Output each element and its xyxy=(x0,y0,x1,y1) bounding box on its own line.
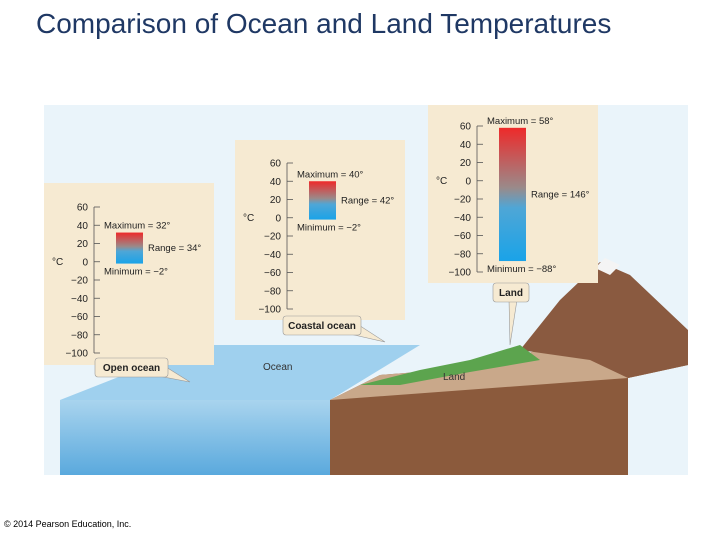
callout-box xyxy=(492,282,530,303)
min-label: Minimum = −2° xyxy=(297,223,361,234)
range-bar xyxy=(309,181,336,220)
y-axis-label: °C xyxy=(436,176,447,187)
y-tick-label: −20 xyxy=(454,195,471,206)
y-tick-label: 40 xyxy=(77,221,89,232)
max-label: Maximum = 40° xyxy=(297,169,364,180)
y-tick-label: −40 xyxy=(71,294,88,305)
max-label: Maximum = 58° xyxy=(487,116,554,127)
y-tick-label: 60 xyxy=(460,122,472,133)
y-tick-label: −100 xyxy=(448,268,471,279)
range-label: Range = 42° xyxy=(341,195,394,206)
min-label: Minimum = −88° xyxy=(487,264,556,275)
y-tick-label: 40 xyxy=(270,177,282,188)
y-axis-label: °C xyxy=(52,257,63,268)
y-tick-label: 20 xyxy=(270,195,282,206)
y-tick-label: 20 xyxy=(77,239,89,250)
y-tick-label: 20 xyxy=(460,158,472,169)
y-tick-label: −100 xyxy=(65,349,88,360)
callout-label: Open ocean xyxy=(103,363,160,374)
y-tick-label: −20 xyxy=(71,276,88,287)
scene-label: Land xyxy=(443,372,465,383)
min-label: Minimum = −2° xyxy=(104,267,168,278)
y-tick-label: 60 xyxy=(270,159,282,170)
sea-surface xyxy=(60,345,420,400)
y-tick-label: −20 xyxy=(264,232,281,243)
range-label: Range = 146° xyxy=(531,189,590,200)
y-tick-label: −60 xyxy=(264,268,281,279)
y-tick-label: −60 xyxy=(71,312,88,323)
y-tick-label: 0 xyxy=(275,213,281,224)
slide-title: Comparison of Ocean and Land Temperature… xyxy=(36,8,612,39)
range-label: Range = 34° xyxy=(148,243,201,254)
y-tick-label: −100 xyxy=(258,305,281,316)
y-axis-label: °C xyxy=(243,213,254,224)
copyright: © 2014 Pearson Education, Inc. xyxy=(4,519,132,529)
y-tick-label: −40 xyxy=(454,213,471,224)
chart-panel xyxy=(235,140,405,320)
sea-block xyxy=(60,400,330,475)
y-tick-label: −80 xyxy=(71,330,88,341)
callout-box xyxy=(94,357,169,378)
y-tick-label: 0 xyxy=(465,176,471,187)
y-tick-label: −80 xyxy=(264,286,281,297)
y-tick-label: −40 xyxy=(264,250,281,261)
max-label: Maximum = 32° xyxy=(104,221,171,232)
vegetation xyxy=(360,345,540,385)
y-tick-label: 60 xyxy=(77,203,89,214)
callout-label: Coastal ocean xyxy=(288,321,356,332)
range-bar xyxy=(116,232,143,264)
y-tick-label: −60 xyxy=(454,231,471,242)
callout-box xyxy=(282,315,362,336)
snow xyxy=(595,258,620,275)
range-bar xyxy=(499,127,526,262)
y-tick-label: 40 xyxy=(460,140,472,151)
y-tick-label: 0 xyxy=(82,257,88,268)
mountain xyxy=(520,262,688,378)
scene-label: Ocean xyxy=(263,362,292,373)
chart-panel xyxy=(44,183,214,365)
callout-label: Land xyxy=(499,288,523,299)
y-tick-label: −80 xyxy=(454,249,471,260)
